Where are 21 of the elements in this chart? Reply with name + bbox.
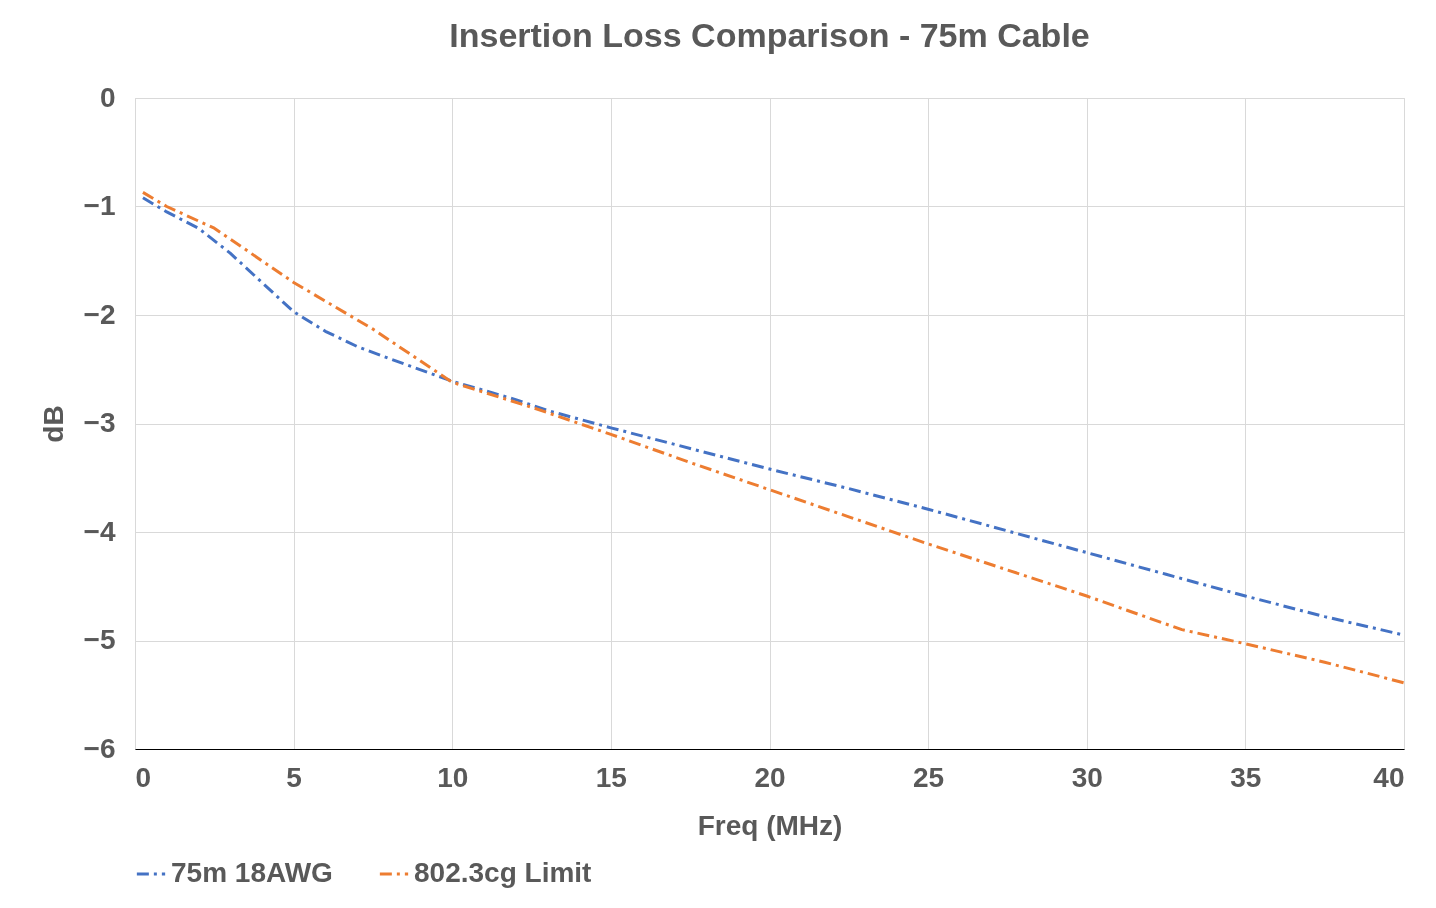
y-axis-title: dB — [37, 405, 69, 443]
y-tick-label: −6 — [83, 732, 116, 764]
y-tick-label: −3 — [83, 407, 116, 438]
x-tick-label: 10 — [437, 761, 469, 793]
y-tick-label: 0 — [99, 81, 116, 113]
x-tick-label: 30 — [1071, 761, 1103, 793]
legend-label: 75m 18AWG — [171, 857, 333, 888]
x-tick-label: 0 — [135, 761, 152, 793]
x-tick-label: 35 — [1230, 761, 1262, 793]
chart-title: Insertion Loss Comparison - 75m Cable — [449, 16, 1090, 54]
x-tick-label: 5 — [286, 761, 302, 793]
y-tick-label: −5 — [83, 624, 116, 655]
y-tick-label: −2 — [83, 298, 116, 330]
legend-label: 802.3cg Limit — [414, 857, 592, 888]
x-tick-label: 20 — [754, 761, 786, 793]
x-tick-label: 25 — [913, 761, 945, 793]
y-tick-label: −1 — [83, 190, 116, 221]
x-tick-label: 15 — [595, 761, 627, 793]
x-axis-title: Freq (MHz) — [697, 809, 843, 841]
y-tick-label: −4 — [83, 515, 116, 547]
x-tick-label: 40 — [1373, 761, 1405, 793]
